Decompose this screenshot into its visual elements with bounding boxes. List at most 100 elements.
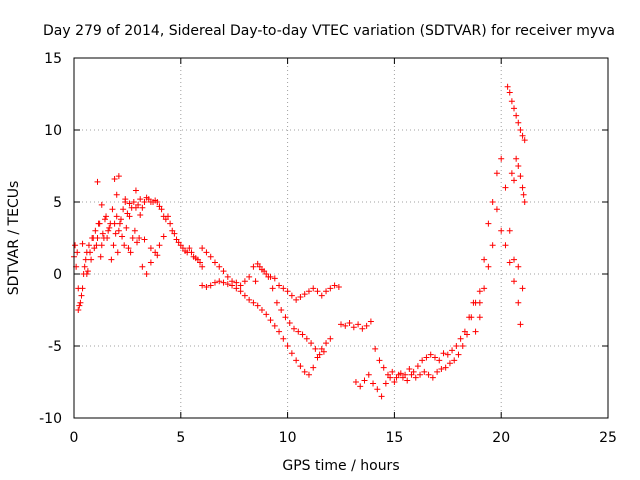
data-point <box>154 252 161 259</box>
data-point <box>241 292 248 299</box>
data-point <box>110 242 117 249</box>
series-day-track-upper-branch <box>252 263 327 358</box>
data-point <box>511 177 518 184</box>
data-point <box>137 211 144 218</box>
data-point <box>229 282 236 289</box>
data-point <box>113 191 120 198</box>
data-point <box>93 242 100 249</box>
data-point <box>116 220 123 227</box>
data-point <box>211 259 218 266</box>
data-point <box>399 374 406 381</box>
data-point <box>421 368 428 375</box>
data-point <box>199 282 206 289</box>
series-early-outliers <box>75 173 167 313</box>
data-point <box>297 294 304 301</box>
data-point <box>323 340 330 347</box>
data-point <box>250 263 257 270</box>
data-point <box>81 263 88 270</box>
data-point <box>220 279 227 286</box>
data-point <box>481 285 488 292</box>
data-point <box>451 357 458 364</box>
data-point <box>436 357 443 364</box>
data-point <box>519 285 526 292</box>
data-point <box>504 83 511 90</box>
y-tick-label: 5 <box>53 195 62 211</box>
data-point <box>427 351 434 358</box>
data-point <box>123 224 130 231</box>
data-point <box>515 263 522 270</box>
series-late-rise-a <box>472 155 526 335</box>
data-point <box>280 335 287 342</box>
data-point <box>431 354 438 361</box>
data-points-layer <box>71 83 528 400</box>
data-point <box>476 288 483 295</box>
data-point <box>299 331 306 338</box>
data-point <box>506 227 513 234</box>
data-point <box>282 314 289 321</box>
data-point <box>446 360 453 367</box>
data-point <box>457 335 464 342</box>
data-point <box>76 302 83 309</box>
data-point <box>132 187 139 194</box>
data-point <box>520 191 527 198</box>
data-point <box>318 292 325 299</box>
data-point <box>417 371 424 378</box>
data-point <box>521 137 528 144</box>
data-point <box>338 321 344 328</box>
data-point <box>164 213 171 220</box>
data-point <box>316 351 323 358</box>
data-point <box>111 220 118 227</box>
data-point <box>246 273 253 280</box>
data-point <box>521 199 528 205</box>
data-point <box>374 386 381 393</box>
y-axis-title: SDTVAR / TECUs <box>6 181 22 296</box>
data-point <box>199 263 206 270</box>
data-point <box>489 199 496 205</box>
data-point <box>171 230 178 237</box>
data-point <box>408 371 415 378</box>
data-point <box>502 242 509 249</box>
data-point <box>99 230 106 237</box>
data-point <box>119 233 126 240</box>
data-point <box>98 242 105 249</box>
data-point <box>391 379 398 385</box>
data-point <box>335 283 342 290</box>
grid-layer <box>74 58 608 418</box>
data-point <box>380 364 387 371</box>
data-point <box>77 299 84 306</box>
data-point <box>493 206 500 213</box>
data-point <box>143 271 150 277</box>
data-point <box>92 227 99 234</box>
data-point <box>414 363 421 370</box>
data-point <box>233 285 240 292</box>
data-point <box>359 325 366 332</box>
data-point <box>125 245 132 252</box>
data-point <box>355 321 362 328</box>
data-point <box>387 374 394 381</box>
data-point <box>85 242 92 249</box>
x-tick-label: 20 <box>492 430 510 446</box>
data-point <box>156 242 163 249</box>
x-tick-label: 5 <box>176 430 185 446</box>
data-point <box>297 363 304 370</box>
data-point <box>211 279 218 286</box>
data-point <box>101 216 108 223</box>
data-point <box>113 213 120 220</box>
y-tick-label: 15 <box>44 51 62 67</box>
data-point <box>389 368 396 375</box>
data-point <box>117 216 124 223</box>
data-point <box>88 256 95 263</box>
data-point <box>303 335 310 342</box>
data-point <box>515 299 522 306</box>
data-point <box>120 206 127 213</box>
data-point <box>425 371 432 378</box>
data-point <box>269 285 276 292</box>
data-point <box>97 253 104 260</box>
series-late-cluster-b <box>352 288 483 400</box>
data-point <box>312 345 319 352</box>
data-point <box>263 311 270 318</box>
data-point <box>160 233 167 240</box>
data-point <box>114 249 121 256</box>
data-point <box>284 343 291 349</box>
